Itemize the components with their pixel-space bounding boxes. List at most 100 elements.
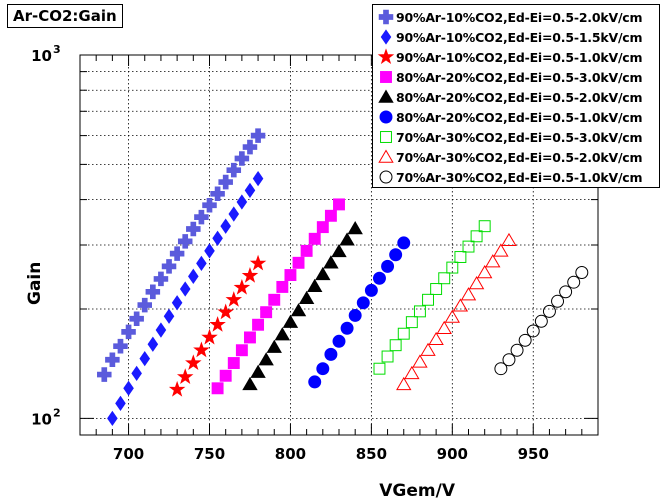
legend-marker-icon (380, 131, 392, 143)
y-tick-exponent: 2 (53, 406, 61, 419)
data-point (234, 151, 250, 166)
data-point (542, 304, 556, 318)
data-point (250, 128, 266, 143)
legend-marker (377, 48, 395, 65)
data-point (575, 266, 589, 279)
x-tick-label: 800 (275, 445, 306, 463)
data-point (226, 162, 242, 178)
data-point (290, 303, 307, 317)
legend-marker (378, 9, 394, 25)
data-point (188, 268, 199, 284)
legend-entry: 80%Ar-20%CO2,Ed-Ei=0.5-1.0kV/cm (377, 107, 643, 127)
data-point (292, 256, 305, 269)
x-tick-label: 700 (113, 445, 144, 463)
legend-marker (378, 149, 394, 163)
data-point (454, 251, 467, 263)
data-point (218, 174, 233, 190)
data-point (227, 357, 240, 369)
data-point (211, 382, 224, 395)
legend-marker (379, 110, 393, 124)
series-8 (396, 232, 517, 391)
series-3 (168, 254, 267, 397)
data-point (176, 368, 194, 384)
legend-marker-icon (379, 170, 393, 184)
series-9 (494, 266, 589, 376)
legend-marker-icon (380, 29, 392, 45)
legend-label: 80%Ar-20%CO2,Ed-Ei=0.5-3.0kV/cm (396, 69, 643, 85)
data-point (316, 221, 329, 234)
data-point (308, 232, 321, 245)
data-point (193, 341, 210, 358)
legend-marker (380, 29, 392, 45)
data-point (282, 314, 299, 328)
legend-entry: 70%Ar-30%CO2,Ed-Ei=0.5-2.0kV/cm (377, 147, 643, 167)
data-point (202, 197, 217, 213)
data-point (413, 305, 426, 318)
legend-entry: 80%Ar-20%CO2,Ed-Ei=0.5-3.0kV/cm (377, 67, 643, 87)
data-point (339, 232, 355, 246)
data-point (397, 236, 411, 250)
data-point (420, 342, 436, 356)
legend-label: 90%Ar-10%CO2,Ed-Ei=0.5-1.0kV/cm (396, 49, 643, 65)
data-point (244, 331, 256, 344)
x-tick-label: 750 (194, 445, 225, 463)
legend: 90%Ar-10%CO2,Ed-Ei=0.5-2.0kV/cm 90%Ar-10%… (372, 4, 660, 188)
data-point (168, 380, 186, 397)
data-point (307, 278, 323, 292)
data-point (501, 232, 517, 247)
data-point (494, 362, 508, 376)
data-point (220, 218, 231, 234)
data-point (372, 271, 386, 285)
data-point (147, 336, 159, 352)
legend-entry: 90%Ar-10%CO2,Ed-Ei=0.5-1.5kV/cm (377, 27, 643, 47)
data-point (236, 194, 248, 210)
data-point (559, 285, 573, 299)
series-5 (242, 221, 363, 391)
data-point (242, 376, 258, 391)
data-point (219, 369, 232, 382)
series-7 (373, 220, 491, 375)
data-point (315, 266, 331, 281)
data-point (210, 186, 225, 202)
legend-label: 70%Ar-30%CO2,Ed-Ei=0.5-1.0kV/cm (396, 169, 643, 185)
data-point (381, 350, 394, 363)
data-point (196, 255, 207, 272)
data-point (139, 351, 151, 367)
data-point (252, 170, 264, 187)
data-point (436, 320, 452, 334)
data-point (460, 287, 477, 301)
data-point (308, 375, 322, 389)
legend-marker (379, 170, 393, 184)
chart-title: Ar-CO2:Gain (7, 4, 123, 28)
series-6 (308, 236, 411, 389)
data-point (241, 267, 259, 283)
data-point (171, 295, 183, 311)
data-point (446, 261, 459, 274)
data-point (228, 206, 240, 222)
legend-entry: 70%Ar-30%CO2,Ed-Ei=0.5-3.0kV/cm (377, 127, 643, 147)
data-point (276, 280, 289, 293)
legend-label: 90%Ar-10%CO2,Ed-Ei=0.5-1.5kV/cm (396, 29, 643, 45)
data-point (428, 331, 444, 346)
data-point (179, 281, 191, 297)
data-point (510, 343, 524, 357)
data-point (438, 272, 451, 285)
data-point (502, 353, 516, 367)
data-point (526, 324, 540, 338)
legend-marker (378, 89, 394, 103)
data-point (347, 221, 363, 235)
data-point (284, 269, 297, 281)
data-point (333, 198, 345, 211)
x-axis-title: VGem/V (379, 481, 456, 501)
y-tick-label: 10 (31, 47, 52, 65)
data-point (381, 259, 395, 273)
legend-label: 90%Ar-10%CO2,Ed-Ei=0.5-2.0kV/cm (396, 9, 643, 25)
data-point (274, 327, 291, 341)
data-point (161, 259, 177, 274)
legend-marker-icon (379, 110, 393, 124)
data-point (462, 240, 475, 253)
data-point (364, 283, 378, 297)
data-point (177, 234, 193, 249)
legend-label: 80%Ar-20%CO2,Ed-Ei=0.5-2.0kV/cm (396, 89, 643, 105)
